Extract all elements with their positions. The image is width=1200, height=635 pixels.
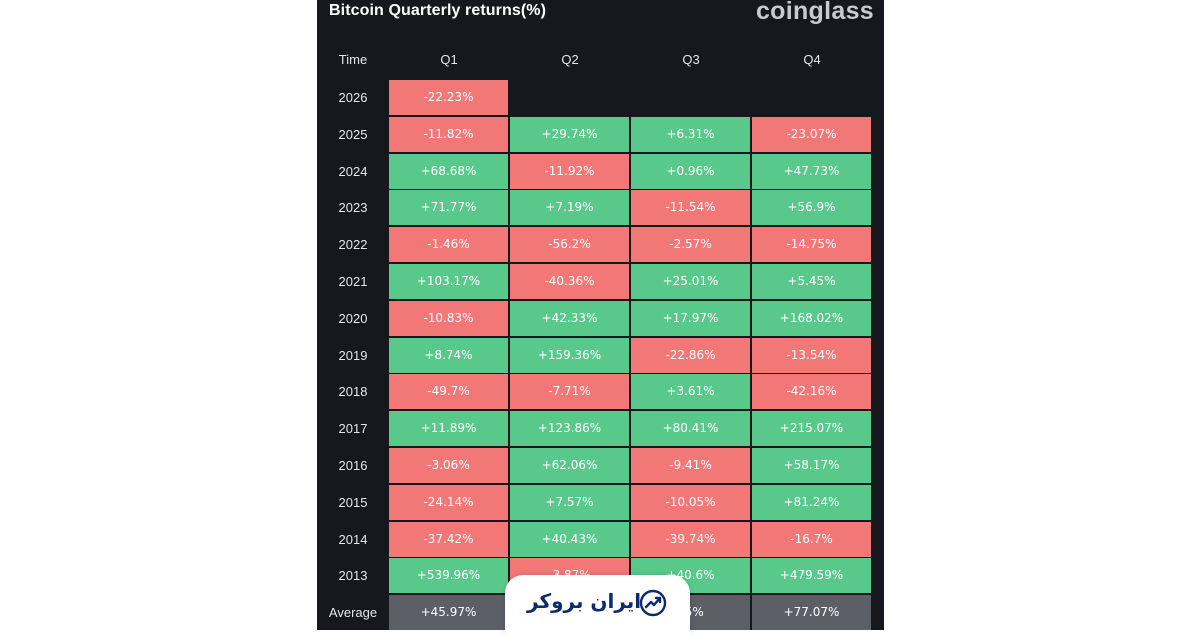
row-year-label: 2014 xyxy=(338,531,368,547)
average-cell: +77.07% xyxy=(752,595,871,631)
return-cell: +68.68% xyxy=(389,153,508,189)
return-cell: +25.01% xyxy=(631,264,750,299)
return-cell: +479.59% xyxy=(752,558,871,594)
row-year-label: 2013 xyxy=(338,568,368,584)
return-cell: +215.07% xyxy=(752,411,871,447)
return-cell: +42.33% xyxy=(510,300,629,336)
watermark-text: ایران بروکر xyxy=(527,589,642,613)
return-cell: +80.41% xyxy=(631,411,750,447)
return-cell: +47.73% xyxy=(752,153,871,189)
return-cell: +159.36% xyxy=(510,337,629,373)
return-cell: -9.41% xyxy=(631,448,750,483)
row-year-label: 2023 xyxy=(338,200,368,216)
return-cell: -49.7% xyxy=(389,374,508,410)
return-cell: -22.86% xyxy=(631,337,750,373)
return-cell: +7.19% xyxy=(510,190,629,226)
return-cell: -13.54% xyxy=(752,337,871,373)
column-header-q3: Q3 xyxy=(682,52,700,67)
chart-panel: Bitcoin Quarterly returns(%) coinglass T… xyxy=(317,0,884,631)
row-year-label: 2020 xyxy=(338,310,368,326)
row-year-label: 2022 xyxy=(338,237,368,253)
return-cell: +3.61% xyxy=(631,374,750,410)
row-year-label: 2018 xyxy=(338,384,368,400)
return-cell: +81.24% xyxy=(752,484,871,520)
row-year-label: 2015 xyxy=(338,494,368,510)
average-label: Average xyxy=(328,605,378,621)
return-cell: +58.17% xyxy=(752,448,871,483)
row-year-label: 2017 xyxy=(338,421,368,437)
column-header-q1: Q1 xyxy=(440,52,458,67)
return-cell: -11.82% xyxy=(389,116,508,152)
return-cell: -56.2% xyxy=(510,227,629,263)
column-header-q2: Q2 xyxy=(561,52,579,67)
return-cell: +168.02% xyxy=(752,300,871,336)
return-cell: +8.74% xyxy=(389,337,508,373)
return-cell: -10.05% xyxy=(631,484,750,520)
return-cell: +7.57% xyxy=(510,484,629,520)
row-year-label: 2025 xyxy=(338,126,368,142)
return-cell: +62.06% xyxy=(510,448,629,483)
row-year-label: 2024 xyxy=(338,163,368,179)
return-cell: -40.36% xyxy=(510,264,629,299)
return-cell: -1.46% xyxy=(389,227,508,263)
return-cell: -2.57% xyxy=(631,227,750,263)
return-cell: -16.7% xyxy=(752,521,871,557)
return-cell: +6.31% xyxy=(631,116,750,152)
return-cell: -37.42% xyxy=(389,521,508,557)
return-cell: +123.86% xyxy=(510,411,629,447)
chart-title: Bitcoin Quarterly returns(%) xyxy=(329,2,547,19)
return-cell: -11.92% xyxy=(510,153,629,189)
iran-broker-watermark: ایران بروکر xyxy=(505,575,690,635)
returns-table: Time Q1 Q2 Q3 Q4 2026 -22.23% 2025 -11.82% +29.74… xyxy=(317,42,884,631)
return-cell: +71.77% xyxy=(389,190,508,226)
return-cell: +5.45% xyxy=(752,264,871,299)
return-cell: +17.97% xyxy=(631,300,750,336)
row-year-label: 2016 xyxy=(338,458,368,473)
return-cell: -24.14% xyxy=(389,484,508,520)
return-cell: +11.89% xyxy=(389,411,508,447)
return-cell: +29.74% xyxy=(510,116,629,152)
return-cell: -23.07% xyxy=(752,116,871,152)
return-cell: +0.96% xyxy=(631,153,750,189)
column-header-time: Time xyxy=(338,52,368,67)
chart-trend-icon xyxy=(639,589,667,617)
return-cell: -3.06% xyxy=(389,448,508,483)
return-cell: +539.96% xyxy=(389,558,508,594)
return-cell: +103.17% xyxy=(389,264,508,299)
return-cell: -22.23% xyxy=(389,80,508,115)
coinglass-logo: coinglass xyxy=(755,0,874,25)
return-cell: -10.83% xyxy=(389,300,508,336)
average-cell: +45.97% xyxy=(389,595,508,631)
row-year-label: 2026 xyxy=(338,90,368,105)
return-cell: -11.54% xyxy=(631,190,750,226)
return-cell: -39.74% xyxy=(631,521,750,557)
return-cell: -7.71% xyxy=(510,374,629,410)
return-cell: +40.43% xyxy=(510,521,629,557)
row-year-label: 2021 xyxy=(338,274,368,289)
return-cell: +56.9% xyxy=(752,190,871,226)
return-cell: -42.16% xyxy=(752,374,871,410)
return-cell: -14.75% xyxy=(752,227,871,263)
column-header-q4: Q4 xyxy=(803,52,821,67)
row-year-label: 2019 xyxy=(338,347,368,363)
